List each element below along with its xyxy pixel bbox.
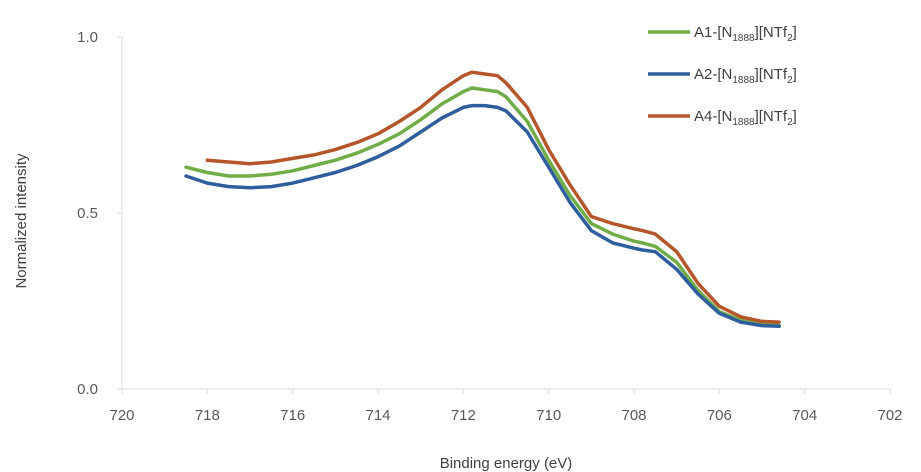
x-tick-label: 704 — [792, 407, 817, 424]
x-tick-label: 708 — [621, 407, 646, 424]
y-tick-label: 1.0 — [77, 29, 98, 46]
legend-label-2: A2-[N1888][NTf2] — [694, 66, 797, 86]
y-axis-title: Normalized intensity — [13, 153, 30, 289]
x-axis-title: Binding energy (eV) — [440, 455, 573, 472]
series-line-1 — [184, 86, 781, 328]
x-tick-label: 714 — [365, 407, 390, 424]
series-line-2 — [184, 103, 781, 329]
x-tick-label: 718 — [195, 407, 220, 424]
legend: A1-[N1888][NTf2] A2-[N1888][NTf2] A4-[N188… — [648, 24, 797, 128]
x-tick-label: 716 — [280, 407, 305, 424]
x-tick-label: 720 — [109, 407, 134, 424]
axes — [121, 37, 890, 390]
series-lines — [184, 70, 781, 329]
x-tick-label: 706 — [707, 407, 732, 424]
y-ticks: 0.0 0.5 1.0 — [77, 29, 122, 398]
x-ticks: 720 718 716 714 712 710 708 706 704 702 — [109, 389, 903, 424]
y-tick-label: 0.5 — [77, 205, 98, 222]
legend-label-1: A1-[N1888][NTf2] — [694, 24, 797, 44]
legend-label-3: A4-[N1888][NTf2] — [694, 108, 797, 128]
series-line-3 — [205, 70, 781, 324]
x-tick-label: 702 — [877, 407, 902, 424]
x-tick-label: 710 — [536, 407, 561, 424]
y-tick-label: 0.0 — [77, 381, 98, 398]
x-tick-label: 712 — [451, 407, 476, 424]
